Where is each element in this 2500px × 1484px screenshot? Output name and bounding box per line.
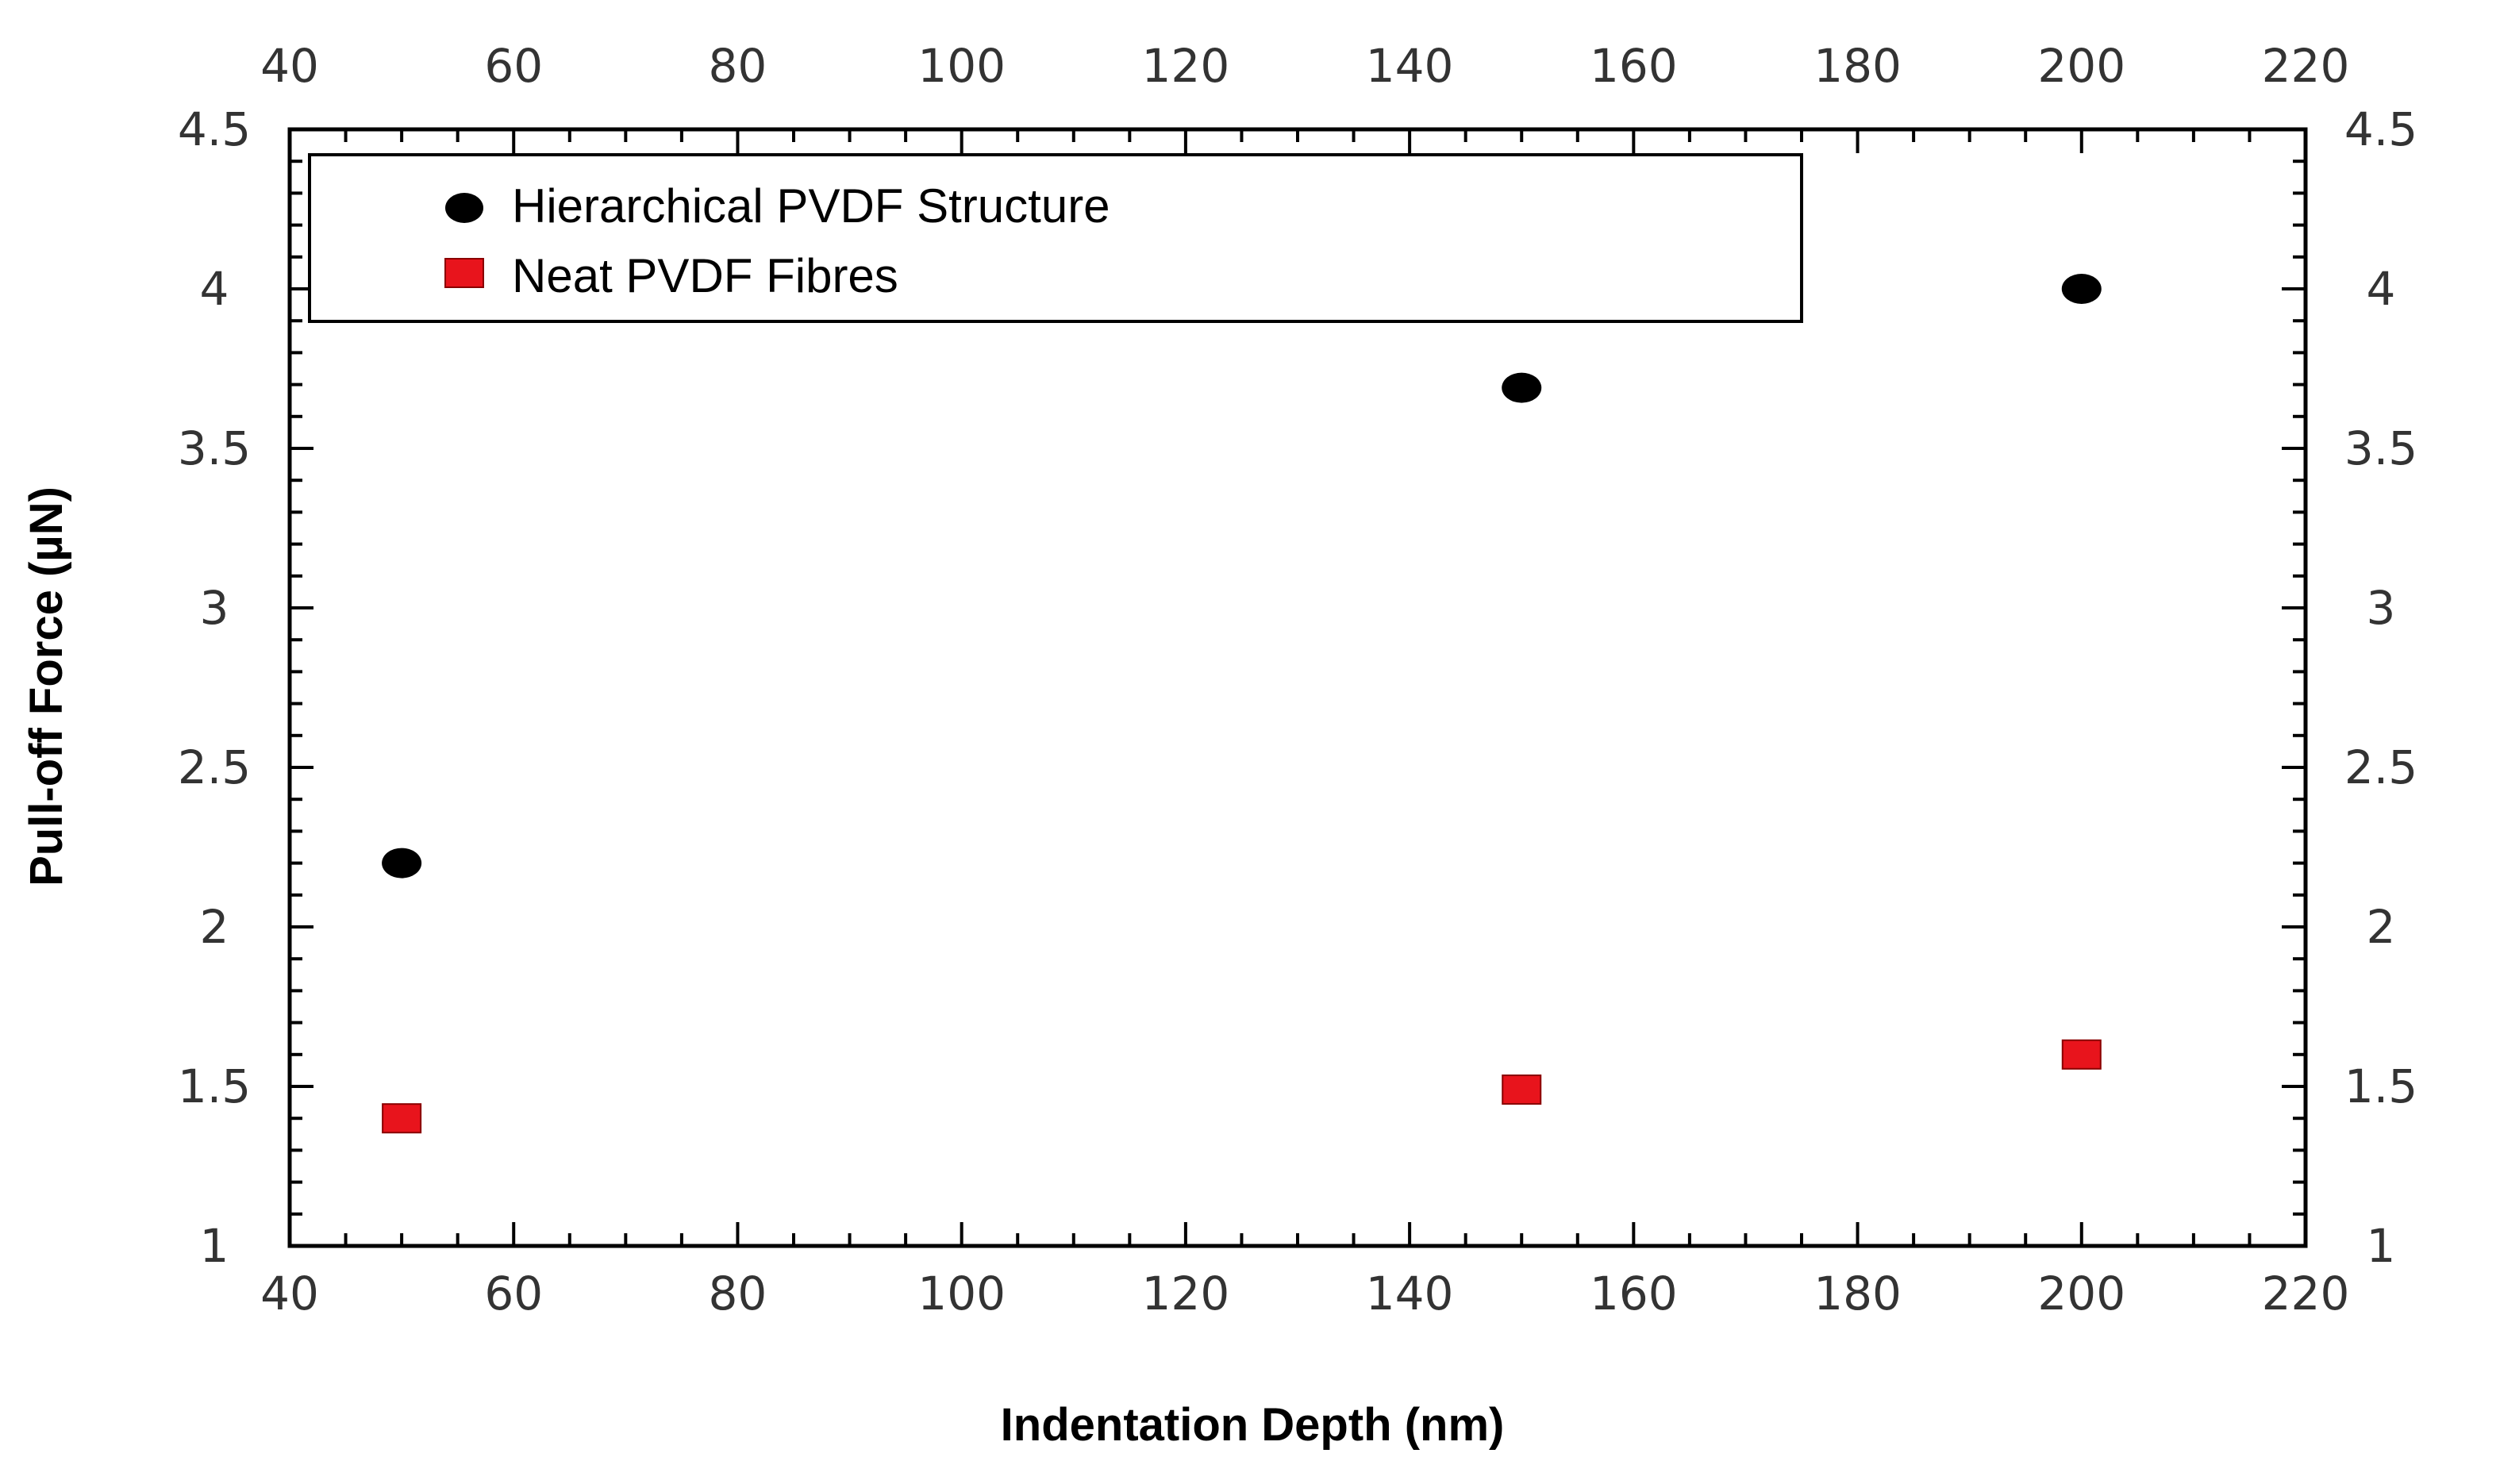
y-tick-label: 3.5 bbox=[178, 421, 251, 475]
y-tick-label-right: 1.5 bbox=[2344, 1059, 2417, 1113]
data-point-neat bbox=[382, 1103, 422, 1134]
x-tick-label: 140 bbox=[1366, 1267, 1454, 1321]
y-tick-label: 4 bbox=[200, 262, 229, 316]
x-tick-label-top: 100 bbox=[917, 39, 1006, 93]
data-point-neat bbox=[1502, 1075, 1542, 1105]
x-tick-label: 60 bbox=[484, 1267, 543, 1321]
legend: Hierarchical PVDF Structure Neat PVDF Fi… bbox=[308, 153, 1803, 323]
y-tick-label-right: 3.5 bbox=[2344, 421, 2417, 475]
x-tick-label: 120 bbox=[1142, 1267, 1230, 1321]
y-axis-title: Pull-off Force (µN) bbox=[21, 486, 72, 886]
data-point-hierarchical bbox=[382, 848, 422, 878]
legend-box bbox=[308, 153, 1803, 323]
x-axis-title: Indentation Depth (nm) bbox=[1001, 1399, 1505, 1451]
x-tick-label-top: 200 bbox=[2037, 39, 2125, 93]
legend-marker-hierarchical bbox=[445, 193, 483, 223]
y-tick-label-right: 1 bbox=[2367, 1219, 2396, 1273]
legend-marker-neat bbox=[444, 258, 484, 288]
y-tick-label: 2.5 bbox=[178, 740, 251, 794]
data-point-hierarchical bbox=[2061, 274, 2102, 304]
x-tick-label-top: 140 bbox=[1366, 39, 1454, 93]
data-point-hierarchical bbox=[1502, 372, 1542, 403]
y-tick-label: 3 bbox=[200, 581, 229, 635]
x-tick-label-top: 60 bbox=[484, 39, 543, 93]
x-tick-label-top: 120 bbox=[1142, 39, 1230, 93]
x-tick-label: 220 bbox=[2262, 1267, 2350, 1321]
legend-label-hierarchical: Hierarchical PVDF Structure bbox=[512, 179, 1110, 233]
y-tick-label-right: 2.5 bbox=[2344, 740, 2417, 794]
x-tick-label-top: 180 bbox=[1813, 39, 1902, 93]
y-tick-label-right: 3 bbox=[2367, 581, 2396, 635]
x-tick-label: 80 bbox=[709, 1267, 767, 1321]
data-point-neat bbox=[2061, 1039, 2102, 1070]
x-tick-label-top: 80 bbox=[709, 39, 767, 93]
y-tick-label: 4.5 bbox=[178, 102, 251, 156]
x-tick-label-top: 160 bbox=[1590, 39, 1678, 93]
x-tick-label: 180 bbox=[1813, 1267, 1902, 1321]
tick-labels-layer: 40 40 60 60 80 80 100 100 120 120 140 140 160 160 180 1… bbox=[178, 39, 2417, 1321]
x-tick-label: 200 bbox=[2037, 1267, 2125, 1321]
points-layer bbox=[382, 274, 2102, 1134]
x-tick-label: 100 bbox=[917, 1267, 1006, 1321]
x-tick-label-top: 40 bbox=[260, 39, 319, 93]
y-tick-label-right: 2 bbox=[2367, 900, 2396, 954]
y-tick-label: 2 bbox=[200, 900, 229, 954]
y-tick-label: 1 bbox=[200, 1219, 229, 1273]
legend-label-neat: Neat PVDF Fibres bbox=[512, 249, 898, 302]
x-tick-label: 40 bbox=[260, 1267, 319, 1321]
y-tick-label: 1.5 bbox=[178, 1059, 251, 1113]
x-tick-label-top: 220 bbox=[2262, 39, 2350, 93]
y-tick-label-right: 4 bbox=[2367, 262, 2396, 316]
plot-frame bbox=[287, 127, 2308, 1248]
x-tick-label: 160 bbox=[1590, 1267, 1678, 1321]
y-tick-label-right: 4.5 bbox=[2344, 102, 2417, 156]
